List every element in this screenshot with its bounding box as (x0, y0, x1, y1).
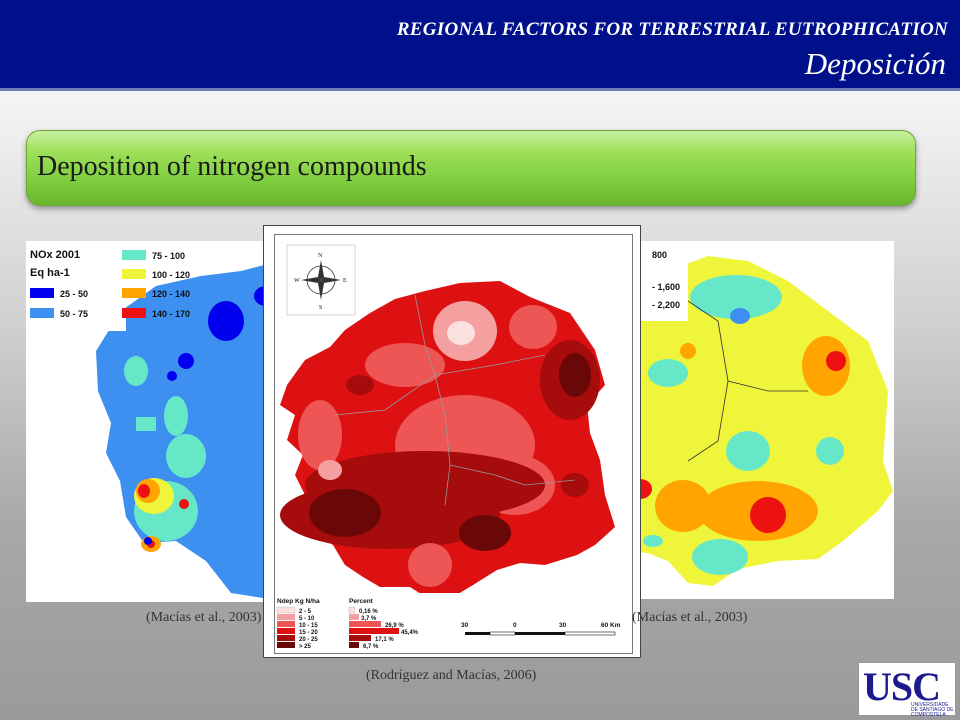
header-subtitle: Deposición (804, 46, 946, 81)
usc-logo-subtitle: UNIVERSIDADE DE SANTIAGO DE COMPOSTELA (911, 702, 954, 718)
deposition-map-right: 800 - 1,600 - 2,200 (628, 241, 894, 599)
ndep-percent-3: 26,9 % (385, 623, 404, 629)
ndep-class-label-6: > 25 (299, 644, 312, 650)
scale-bar: 30 0 30 60 Km (461, 622, 621, 636)
nox-legend-title: NOx 2001 (30, 249, 80, 261)
nox-legend-label-2: 50 - 75 (60, 309, 88, 319)
nox-legend-swatch-2 (30, 308, 54, 318)
usc-logo: USC UNIVERSIDADE DE SANTIAGO DE COMPOSTE… (858, 662, 956, 718)
ndep-class-label-4: 15 - 20 (299, 630, 318, 636)
compass-east-label: E (343, 278, 347, 284)
ndep-class-label-2: 5 - 10 (299, 616, 315, 622)
caption-center-map: (Rodríguez and Macías, 2006) (366, 668, 537, 683)
ndep-percent-4: 45,4% (401, 630, 419, 636)
usc-logo-text: USC (863, 664, 941, 709)
right-legend-value-2: - 1,600 (652, 282, 680, 292)
nox-map-graphic: NOx 2001 Eq ha-1 25 - 50 50 - 75 75 - 10… (26, 241, 288, 602)
ndep-percent-5: 17,1 % (375, 637, 394, 643)
compass-rose-icon: N S W E (286, 244, 356, 316)
ndep-deposition-map: N S W E Ndep Kg N/ha Percent 2 - 5 5 - 1… (263, 225, 641, 658)
ndep-class-label-1: 2 - 5 (299, 609, 312, 615)
header-bar: REGIONAL FACTORS FOR TERRESTRIAL EUTROPH… (0, 0, 960, 91)
header-title: REGIONAL FACTORS FOR TERRESTRIAL EUTROPH… (396, 19, 948, 40)
right-map-graphic: 800 - 1,600 - 2,200 (628, 241, 893, 586)
nox-legend-swatch-3 (122, 250, 146, 260)
scale-label-1: 30 (461, 622, 469, 629)
compass-west-label: W (294, 278, 300, 284)
ndep-class-label-5: 20 - 25 (299, 637, 318, 643)
caption-right-map: (Macías et al., 2003) (632, 610, 748, 625)
nox-legend-swatch-4 (122, 269, 146, 279)
right-legend-value-3: - 2,200 (652, 300, 680, 310)
banner-title: Deposition of nitrogen compounds (37, 151, 427, 182)
section-banner: Deposition of nitrogen compounds (26, 130, 916, 206)
caption-left-map: (Macías et al., 2003) (146, 610, 262, 625)
scale-label-3: 30 (559, 622, 567, 629)
ndep-percent-title: Percent (349, 598, 374, 605)
nox-legend-label-4: 100 - 120 (152, 270, 190, 280)
compass-south-label: S (319, 305, 322, 311)
scale-label-4: 60 Km (601, 622, 621, 629)
scale-label-2: 0 (513, 622, 517, 629)
ndep-percent-1: 0,16 % (359, 609, 378, 615)
right-legend-value-1: 800 (652, 250, 667, 260)
nox-legend-label-6: 140 - 170 (152, 309, 190, 319)
ndep-percent-2: 3,7 % (361, 616, 377, 622)
ndep-map-frame: N S W E Ndep Kg N/ha Percent 2 - 5 5 - 1… (274, 234, 633, 654)
nox-legend-unit: Eq ha-1 (30, 267, 70, 279)
ndep-class-label-3: 10 - 15 (299, 623, 318, 629)
ndep-legend-title: Ndep Kg N/ha (277, 598, 320, 605)
nox-legend-swatch-6 (122, 308, 146, 318)
ndep-legend: Ndep Kg N/ha Percent 2 - 5 5 - 10 10 - 1… (275, 593, 632, 653)
nox-deposition-map: NOx 2001 Eq ha-1 25 - 50 50 - 75 75 - 10… (26, 241, 288, 602)
compass-north-label: N (318, 253, 323, 259)
nox-legend-label-1: 25 - 50 (60, 289, 88, 299)
nox-legend-swatch-1 (30, 288, 54, 298)
nox-legend-swatch-5 (122, 288, 146, 298)
ndep-map-graphic: N S W E Ndep Kg N/ha Percent 2 - 5 5 - 1… (275, 244, 632, 653)
nox-legend-label-5: 120 - 140 (152, 289, 190, 299)
ndep-percent-6: 6,7 % (363, 644, 379, 650)
nox-legend-label-3: 75 - 100 (152, 251, 185, 261)
